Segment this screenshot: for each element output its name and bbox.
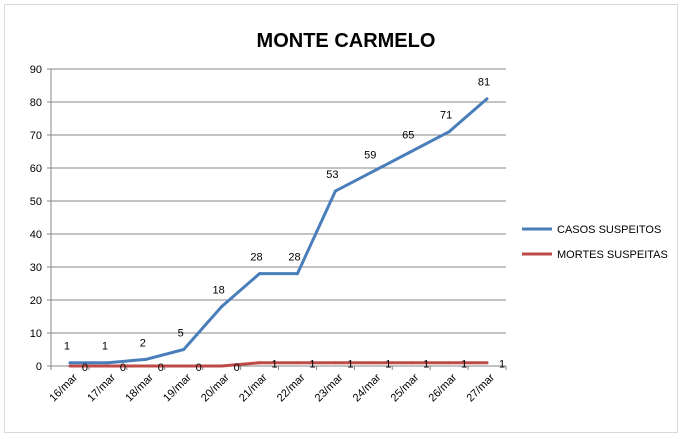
data-label: 71 xyxy=(440,110,452,122)
series-group xyxy=(68,97,489,368)
data-label: 81 xyxy=(478,77,490,89)
legend: CASOS SUSPEITOS MORTES SUSPEITAS xyxy=(522,224,668,261)
y-tick-label: 0 xyxy=(36,361,42,373)
data-label: 5 xyxy=(178,328,184,340)
data-label: 1 xyxy=(385,359,391,371)
x-tick-label: 22/mar xyxy=(275,371,308,404)
y-tick-label: 80 xyxy=(30,97,42,109)
data-point xyxy=(258,361,262,365)
y-tick-label: 90 xyxy=(30,64,42,76)
data-label: 18 xyxy=(213,285,225,297)
data-point xyxy=(258,272,262,276)
data-point xyxy=(485,361,489,365)
legend-label: MORTES SUSPEITAS xyxy=(557,249,668,261)
x-tick-label: 25/mar xyxy=(389,371,422,404)
x-tick-label: 19/mar xyxy=(161,371,194,404)
data-label: 0 xyxy=(234,362,240,374)
data-label: 1 xyxy=(423,359,429,371)
data-point xyxy=(371,169,375,173)
data-label: 65 xyxy=(402,130,414,142)
data-point xyxy=(106,361,110,365)
x-tick-label: 18/mar xyxy=(123,371,156,404)
data-label: 2 xyxy=(140,337,146,349)
data-label: 53 xyxy=(326,169,338,181)
legend-label: CASOS SUSPEITOS xyxy=(557,224,661,236)
y-tick-label: 60 xyxy=(30,163,42,175)
data-point xyxy=(409,150,413,153)
data-point xyxy=(144,364,148,368)
gridlines xyxy=(51,68,506,367)
x-tick-label: 21/mar xyxy=(237,371,270,404)
data-point xyxy=(182,348,186,351)
data-point xyxy=(68,364,72,368)
data-point xyxy=(295,361,299,365)
x-tick-label: 26/mar xyxy=(427,371,460,404)
data-point xyxy=(371,361,375,365)
data-point xyxy=(220,364,224,368)
data-label: 1 xyxy=(271,359,277,371)
data-label: 0 xyxy=(196,362,202,374)
y-tick-label: 70 xyxy=(30,130,42,142)
chart-title: MONTE CARMELO xyxy=(257,30,436,52)
data-point xyxy=(485,97,489,101)
x-tick-label: 24/mar xyxy=(351,371,384,404)
data-label: 59 xyxy=(364,149,376,161)
mortes-suspeitas-line xyxy=(69,361,488,368)
data-point xyxy=(333,361,337,365)
data-point xyxy=(447,361,451,365)
data-label: 28 xyxy=(288,252,300,264)
data-point xyxy=(144,357,148,361)
casos-suspeitos-line xyxy=(69,97,489,365)
data-label: 1 xyxy=(64,341,70,353)
x-axis: 16/mar 17/mar 18/mar 19/mar 20/mar 21/mar 22/m… xyxy=(47,366,507,404)
data-point xyxy=(409,361,413,365)
data-label: 1 xyxy=(309,359,315,371)
data-label: 0 xyxy=(158,362,164,374)
x-tick-label: 27/mar xyxy=(464,371,497,404)
x-tick-label: 17/mar xyxy=(85,371,118,404)
data-label: 1 xyxy=(102,341,108,353)
data-point xyxy=(182,364,186,368)
y-tick-label: 20 xyxy=(30,295,42,307)
data-label: 0 xyxy=(82,362,88,374)
data-label: 1 xyxy=(499,359,505,371)
data-point xyxy=(333,189,337,193)
data-label: 1 xyxy=(461,359,467,371)
data-label: 28 xyxy=(250,252,262,264)
data-point xyxy=(295,272,299,276)
y-tick-label: 50 xyxy=(30,196,42,208)
x-tick-label: 16/mar xyxy=(47,371,80,404)
data-point xyxy=(68,361,72,365)
data-point xyxy=(106,364,110,368)
data-label: 1 xyxy=(347,359,353,371)
data-point xyxy=(447,130,451,134)
x-tick-label: 23/mar xyxy=(313,371,346,404)
y-tick-label: 10 xyxy=(30,328,42,340)
y-axis: 0 10 20 30 40 50 60 70 80 90 xyxy=(30,64,52,373)
y-tick-label: 30 xyxy=(30,262,42,274)
data-label: 0 xyxy=(120,362,126,374)
data-point xyxy=(220,305,224,309)
y-tick-label: 40 xyxy=(30,229,42,241)
x-tick-label: 20/mar xyxy=(199,371,232,404)
